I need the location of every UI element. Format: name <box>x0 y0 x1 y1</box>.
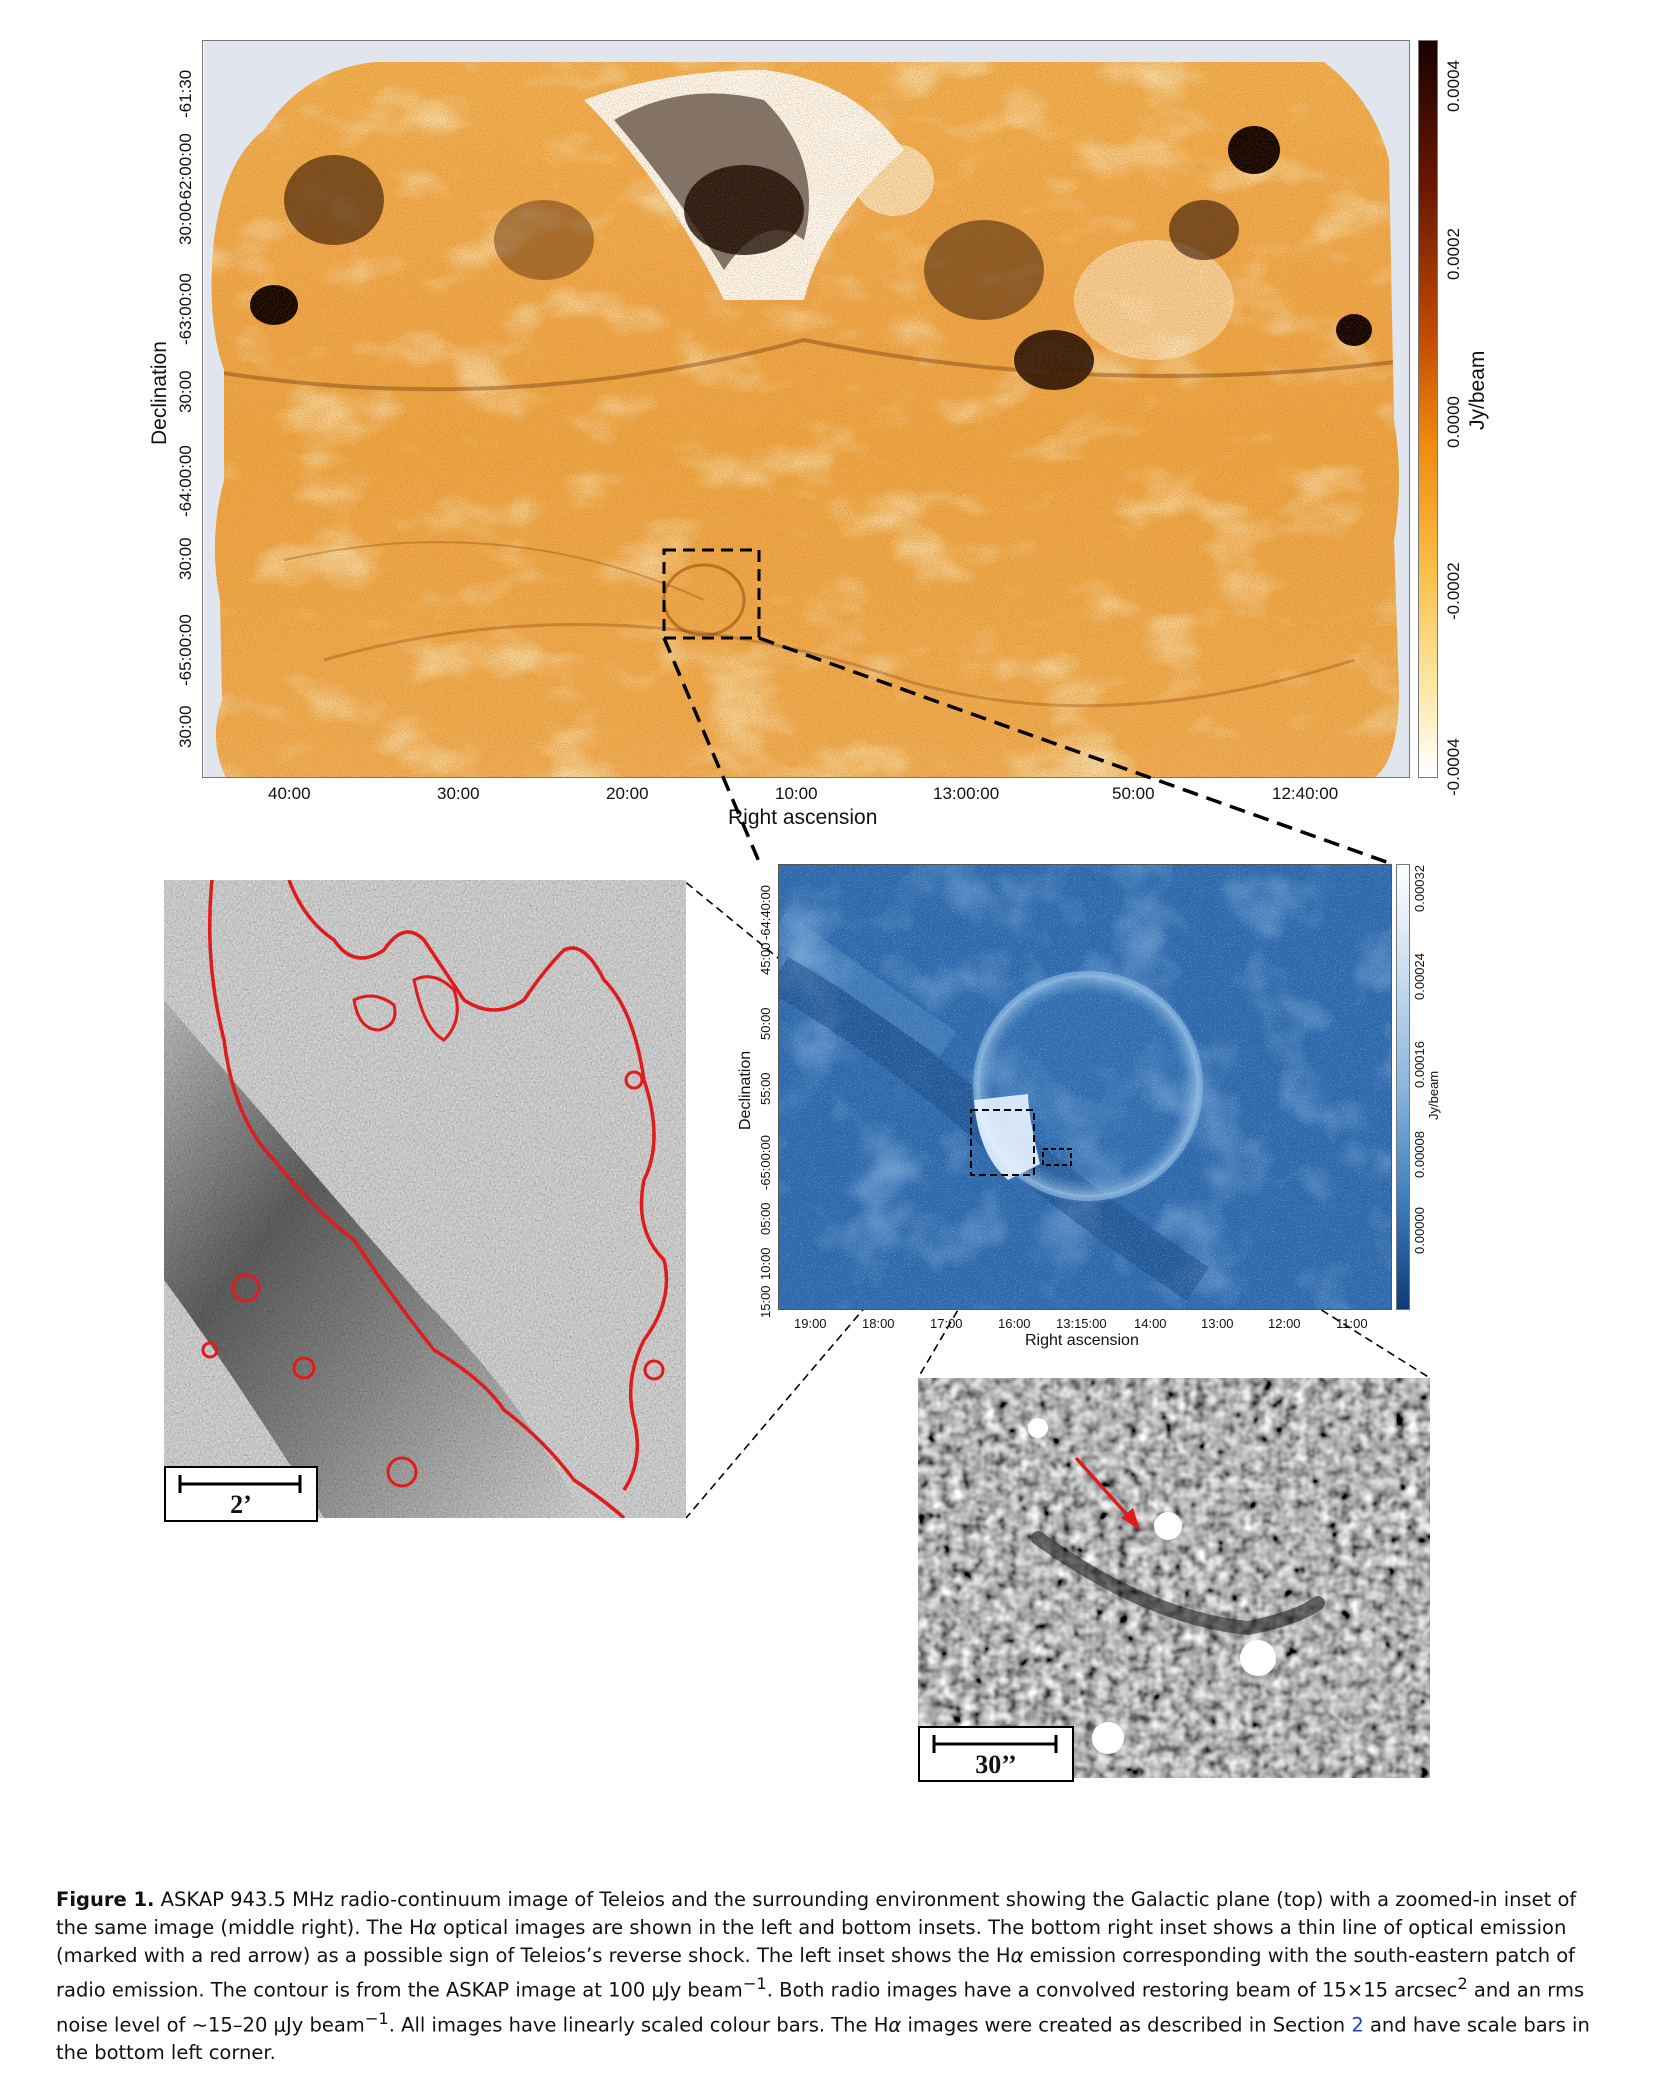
left-scale-label: 2’ <box>230 1490 252 1519</box>
middle-colorbar-tick: 0.00008 <box>1412 1131 1427 1178</box>
middle-radio-image <box>767 864 1392 1310</box>
middle-zoom-box-small <box>1042 1148 1072 1166</box>
middle-ra-tick: 13:00 <box>1201 1316 1234 1331</box>
middle-ra-tick: 19:00 <box>794 1316 827 1331</box>
middle-colorbar-tick: 0.00016 <box>1412 1041 1427 1088</box>
top-ra-tick: 40:00 <box>268 784 311 803</box>
middle-panel-frame <box>778 864 1392 1310</box>
middle-ra-tick: 12:00 <box>1268 1316 1301 1331</box>
red-arrow-head <box>1121 1508 1140 1530</box>
caption-label: Figure 1. <box>56 1888 155 1911</box>
middle-ra-tick: 16:00 <box>998 1316 1031 1331</box>
middle-ra-tick: 18:00 <box>862 1316 895 1331</box>
top-xlabel: Right ascension <box>728 806 878 829</box>
middle-ra-tick: 13:15:00 <box>1056 1316 1107 1331</box>
middle-colorbar <box>1396 864 1410 1310</box>
middle-colorbar-tick: 0.00032 <box>1412 865 1427 912</box>
middle-xlabel: Right ascension <box>1025 1332 1139 1349</box>
red-contour <box>412 975 459 1042</box>
red-contour <box>287 879 669 1491</box>
figure-caption: Figure 1. ASKAP 943.5 MHz radio-continuu… <box>56 1888 1590 2064</box>
middle-ra-tick: 14:00 <box>1134 1316 1167 1331</box>
top-ra-tick: 20:00 <box>606 784 649 803</box>
top-ra-tick: 13:00:00 <box>933 784 1000 803</box>
middle-dec-tick: 15:00 <box>758 1285 773 1318</box>
top-ra-tick: 50:00 <box>1112 784 1155 803</box>
middle-colorbar-tick: 0.00024 <box>1412 953 1427 1000</box>
middle-dec-tick: 10:00 <box>758 1247 773 1280</box>
red-arrow <box>1074 1456 1132 1520</box>
red-contour <box>207 879 626 1520</box>
scale-bar-line <box>932 1735 1058 1753</box>
bottom-halpha-inset <box>918 1378 1430 1778</box>
middle-colorbar-tick: 0.00000 <box>1412 1207 1427 1254</box>
middle-dec-tick: 55:00 <box>758 1072 773 1105</box>
bottom-scale-bar: 30’’ <box>918 1726 1074 1782</box>
middle-ylabel: Declination <box>737 1050 754 1130</box>
middle-colorbar-label: Jy/beam <box>1426 1070 1441 1120</box>
middle-dec-tick: 45:00 <box>758 942 773 975</box>
top-colorbar <box>1418 40 1438 778</box>
left-scale-bar: 2’ <box>164 1466 318 1522</box>
top-ra-tick: 12:40:00 <box>1272 784 1339 803</box>
left-halpha-inset <box>164 879 686 1520</box>
top-radio-image <box>204 40 1410 778</box>
red-contour <box>352 994 397 1032</box>
top-ra-tick: 30:00 <box>437 784 480 803</box>
bottom-scale-label: 30’’ <box>975 1750 1017 1779</box>
top-ra-tick: 10:00 <box>775 784 818 803</box>
middle-dec-tick: 50:00 <box>758 1007 773 1040</box>
middle-dec-tick: 05:00 <box>758 1202 773 1235</box>
bottom-halpha-image <box>918 1378 1430 1778</box>
left-halpha-image <box>164 879 686 1520</box>
middle-dec-tick: -64:40:00 <box>758 885 773 940</box>
top-panel-frame <box>202 40 1410 778</box>
zoom-box <box>662 548 761 640</box>
scale-bar-line <box>178 1475 302 1493</box>
top-radio-map <box>204 40 1410 778</box>
section-link[interactable]: 2 <box>1351 2013 1364 2036</box>
middle-zoom-box-large <box>970 1109 1035 1176</box>
middle-ra-tick: 11:00 <box>1336 1316 1368 1331</box>
middle-dec-tick: -65:00:00 <box>758 1135 773 1190</box>
middle-ra-tick: 17:00 <box>930 1316 963 1331</box>
middle-radio-map <box>767 864 1392 1310</box>
